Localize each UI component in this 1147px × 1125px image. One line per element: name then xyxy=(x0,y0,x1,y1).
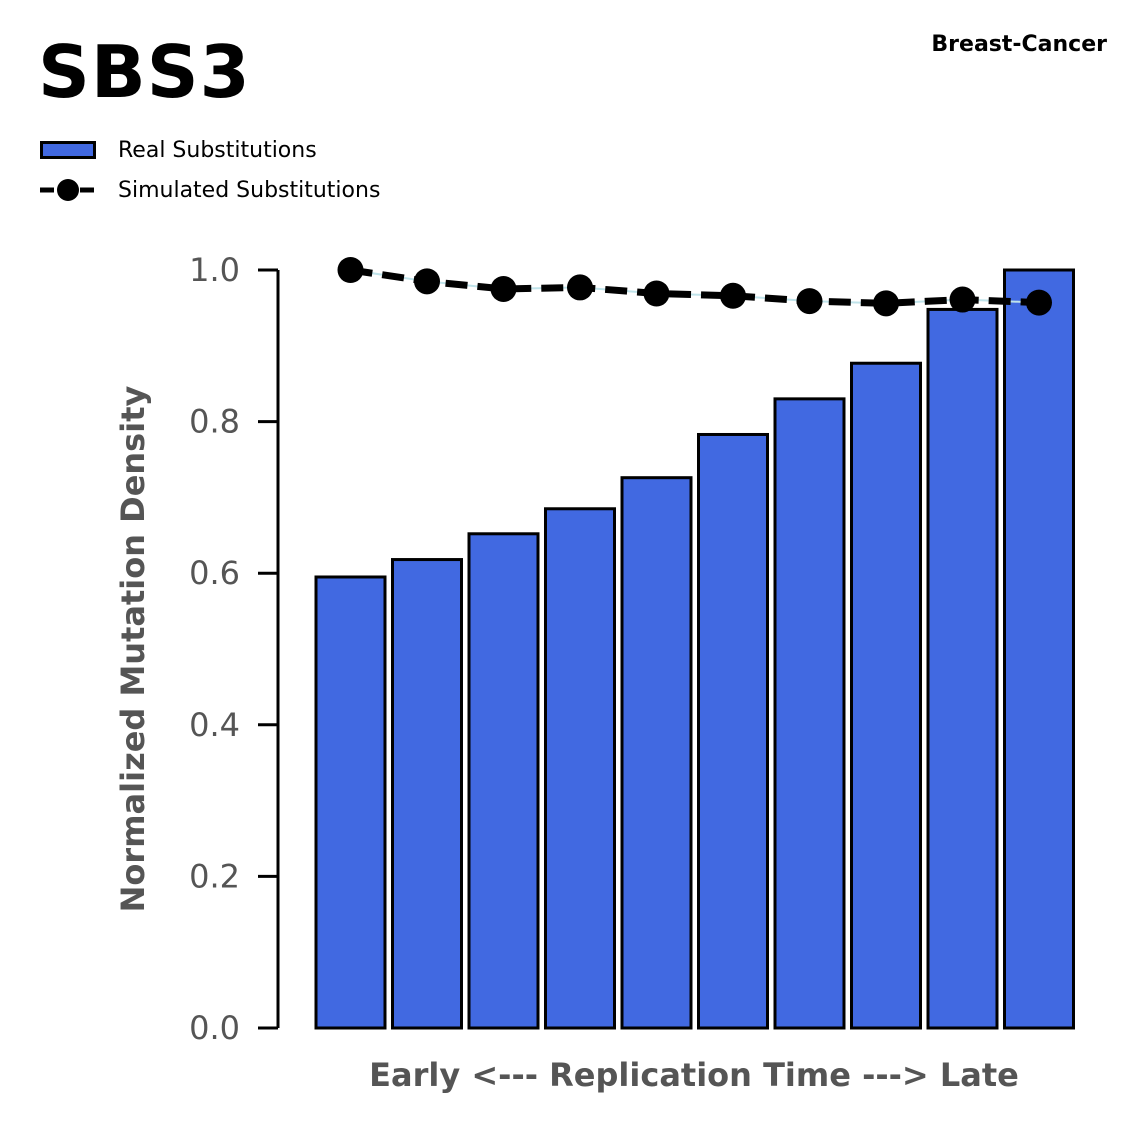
simulated-point xyxy=(337,257,364,283)
simulated-point xyxy=(567,274,593,301)
bar xyxy=(773,397,846,1030)
chart-subtitle: Breast-Cancer xyxy=(931,32,1107,57)
simulated-point xyxy=(643,280,670,307)
legend: Real Substitutions Simulated Substitutio… xyxy=(38,130,380,210)
legend-swatch-bar xyxy=(38,137,98,163)
y-tick-label: 0.2 xyxy=(189,857,240,895)
y-tick-label: 1.0 xyxy=(189,251,240,289)
y-tick-label: 0.6 xyxy=(189,554,240,592)
simulated-point xyxy=(1026,289,1052,316)
bar xyxy=(544,507,616,1030)
legend-label-real: Real Substitutions xyxy=(118,137,317,163)
bar xyxy=(850,361,922,1030)
legend-item-real: Real Substitutions xyxy=(38,130,380,170)
chart-title: SBS3 xyxy=(38,30,251,114)
bar xyxy=(926,307,999,1030)
simulated-point xyxy=(949,286,976,313)
legend-label-simulated: Simulated Substitutions xyxy=(118,177,381,203)
y-axis-label: Normalized Mutation Density xyxy=(114,386,152,913)
y-tick-label: 0.0 xyxy=(189,1009,240,1047)
bar xyxy=(314,575,387,1030)
bar xyxy=(391,558,463,1030)
bar xyxy=(467,532,540,1030)
bar xyxy=(620,476,693,1030)
y-tick-label: 0.8 xyxy=(189,403,240,441)
simulated-point xyxy=(796,288,823,315)
simulated-point xyxy=(720,282,746,309)
simulated-point xyxy=(873,290,899,317)
legend-item-simulated: Simulated Substitutions xyxy=(38,170,380,210)
legend-swatch-line xyxy=(38,177,98,203)
bar xyxy=(1003,268,1075,1030)
y-tick-label: 0.4 xyxy=(189,706,240,744)
x-axis-label: Early <--- Replication Time ---> Late xyxy=(369,1056,1019,1094)
bar xyxy=(697,432,769,1030)
simulated-line xyxy=(349,266,1040,307)
simulated-point xyxy=(414,268,440,295)
simulated-point xyxy=(490,275,517,302)
